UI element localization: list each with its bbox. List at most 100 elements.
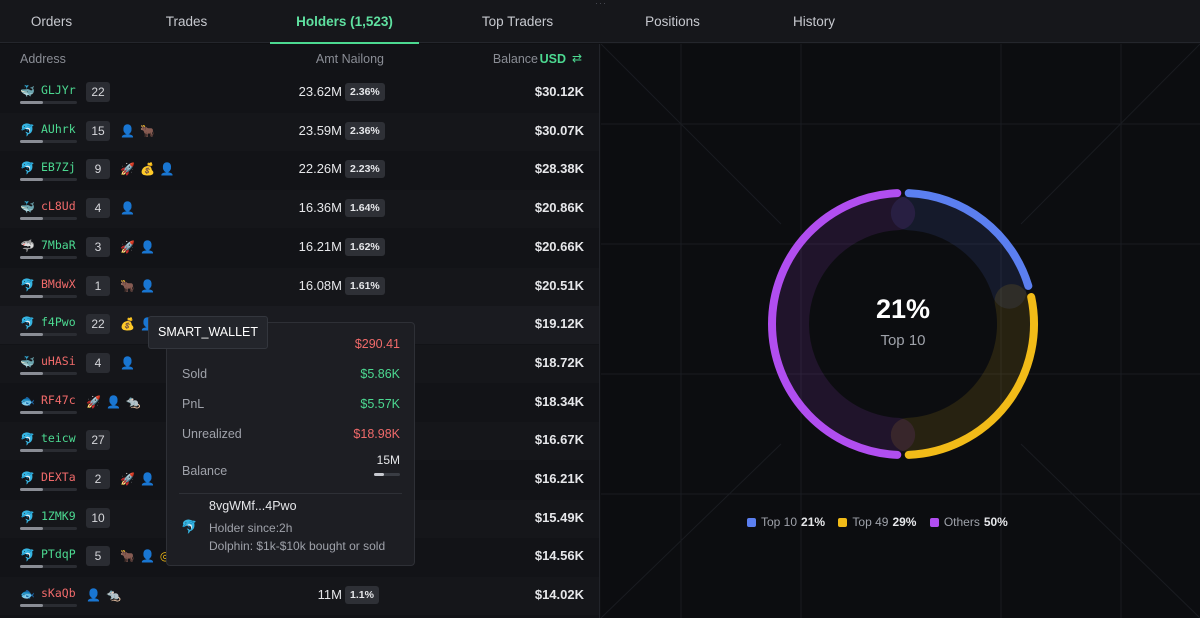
rat-icon[interactable]: 🐀 [105,588,121,603]
bull-icon[interactable]: 🐂 [120,549,135,564]
holding-bar [20,333,77,337]
donut-slice-top-10[interactable] [904,189,1033,290]
tx-count-badge: 5 [86,546,110,567]
header-balance[interactable]: Balance [492,52,538,66]
tab-orders[interactable]: Orders [0,0,103,43]
tab-top-traders[interactable]: Top Traders [419,0,616,43]
person-icon[interactable]: 👤 [120,123,135,138]
sold-value: $5.86K [360,367,400,381]
holder-address[interactable]: BMdwX [41,276,76,291]
rocket-icon[interactable]: 🚀 [120,472,135,486]
rocket-icon[interactable]: 🚀 [86,394,101,409]
donut-slice-top-10-inner[interactable] [890,196,1027,309]
donut-slice-top-49[interactable] [904,292,1038,459]
bull-icon[interactable]: 🐂 [139,123,155,138]
swap-icon[interactable]: ⇄ [571,51,582,65]
table-row[interactable]: 🐬 BMdwX 1 🐂 👤 16.08M 1.61% $20.51K [0,267,599,306]
person-icon[interactable]: 👤 [120,201,135,216]
holder-address[interactable]: teicw [41,431,76,446]
person-icon[interactable]: 👤 [139,472,155,486]
tx-count-badge: 3 [86,236,110,257]
donut-slice-others[interactable] [768,189,902,459]
holder-balance: $18.72K [534,354,584,370]
holder-address[interactable]: uHASi [41,353,76,368]
background-grid [601,44,1200,618]
bull-icon[interactable]: 🐂 [120,278,135,293]
holder-address[interactable]: EB7Zj [41,160,76,175]
holding-bar [20,410,77,414]
table-row[interactable]: 🐟 sKaQb 👤 🐀 11M 1.1% $14.02K [0,577,599,616]
person-icon[interactable]: 👤 [105,394,121,409]
table-row[interactable]: 🐳 GLJYr 22 23.62M 2.36% $30.12K [0,74,599,112]
holder-address[interactable]: PTdqP [41,547,76,562]
person-icon[interactable]: 👤 [120,355,135,370]
table-row[interactable]: 🐳 cL8Ud 4 👤 16.36M 1.64% $20.86K [0,190,599,229]
holder-percent-badge: 1.62% [345,237,385,256]
table-row[interactable]: 🐬 AUhrk 15 👤 🐂 23.59M 2.36% $30.07K [0,112,599,151]
donut-slice-top-49-inner[interactable] [890,284,1031,452]
table-row[interactable]: 🐬 EB7Zj 9 🚀 💰 👤 22.26M 2.23% $28.38K [0,151,599,189]
rocket-icon[interactable]: 🚀 [120,162,135,177]
holder-tags: 👤 🐂 [120,122,160,140]
holder-address[interactable]: sKaQb [41,586,76,601]
rat-icon[interactable]: 🐀 [125,394,141,409]
tab-holders[interactable]: Holders (1,523) [270,0,419,44]
tab-history[interactable]: History [729,0,899,43]
tx-count-badge: 10 [86,507,110,528]
holder-address[interactable]: AUhrk [41,121,76,136]
holder-percent-badge: 2.36% [345,121,385,140]
coin-icon[interactable]: ◎ [160,547,170,565]
person-icon[interactable]: 👤 [159,162,175,177]
holder-balance: $15.49K [534,509,584,525]
holder-address[interactable]: DEXTa [41,470,76,484]
donut-slice-others-inner[interactable] [775,196,916,452]
table-row[interactable]: 🐬 DEXTa 2 🚀 👤 $16.21K [0,461,599,499]
holder-distribution-donut [768,189,1038,459]
legend-top-49[interactable]: Top 49 29% [838,515,916,529]
person-icon[interactable]: 👤 [139,239,155,254]
holding-bar [20,178,77,182]
holder-tags: 🚀 👤 [120,238,160,256]
whale-icon: 🐳 [20,200,35,215]
tab-trades[interactable]: Trades [103,0,270,43]
legend-others[interactable]: Others 50% [929,515,1008,529]
holder-since: Holder since:2h [209,521,293,535]
money-bag-icon[interactable]: 💰 [120,317,135,332]
header-amount[interactable]: Amt Nailong [315,52,384,66]
active-tab-underline [270,42,419,44]
tx-count-badge: 22 [86,82,110,102]
holder-address[interactable]: cL8Ud [41,199,76,214]
tx-count-badge: 9 [86,159,110,180]
holder-balance: $30.12K [534,84,584,99]
holder-address[interactable]: 7MbaR [41,237,76,252]
person-icon[interactable]: 👤 [139,278,155,293]
holding-bar [20,217,77,221]
legend-top-10[interactable]: Top 10 21% [747,515,825,529]
person-icon[interactable]: 👤 [86,588,101,603]
holder-balance: $20.86K [534,200,584,216]
holder-percent-badge: 1.64% [345,199,385,218]
money-bag-icon[interactable]: 💰 [139,162,155,177]
rocket-icon[interactable]: 🚀 [120,239,135,254]
table-row[interactable]: 🐟 RF47c 🚀 👤 🐀 $18.34K [0,384,599,422]
holder-address[interactable]: 1ZMK9 [41,508,76,523]
wallet-address[interactable]: 8vgWMf...4Pwo [209,499,297,513]
holder-address[interactable]: f4Pwo [41,315,76,330]
currency-toggle[interactable]: USD [539,52,566,66]
tx-count-badge: 4 [86,352,110,373]
header-address[interactable]: Address [20,52,66,66]
tx-count-badge: 2 [86,469,110,489]
person-icon[interactable]: 👤 [139,549,155,564]
table-row[interactable]: 🦈 7MbaR 3 🚀 👤 16.21M 1.62% $20.66K [0,229,599,267]
holder-address[interactable]: GLJYr [41,83,76,97]
tab-positions[interactable]: Positions [616,0,729,43]
tab-label: History [792,14,835,29]
resize-grip-icon[interactable]: ··· [595,0,607,8]
holder-address[interactable]: RF47c [41,392,76,407]
tx-count-badge: 27 [86,430,110,451]
holding-bar [20,371,77,375]
holding-bar [20,449,77,453]
holding-bar [20,255,77,259]
donut-center-value: 21% [875,294,931,324]
holding-bar [20,604,77,608]
